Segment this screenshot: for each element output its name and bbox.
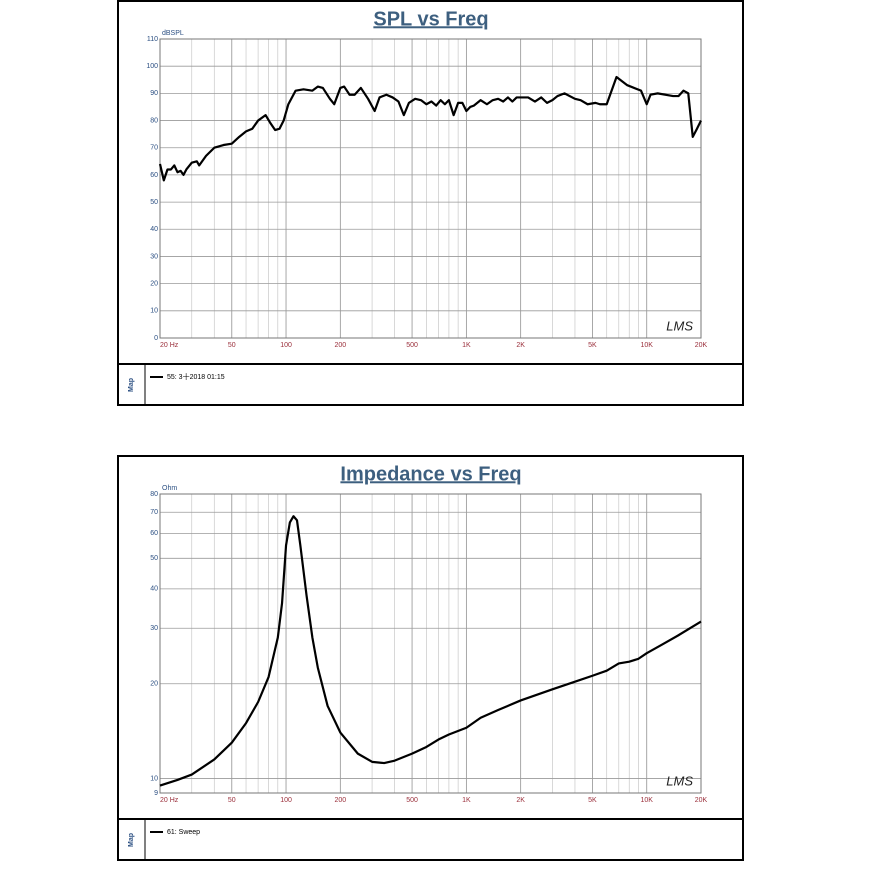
data-line	[159, 515, 702, 787]
legend-label: 61: Sweep	[167, 829, 200, 836]
x-tick-label: 1K	[462, 797, 471, 804]
x-tick-label: 20K	[695, 342, 708, 349]
chart: Impedance vs Freq 20 Hz 50 100 200 500 1K 2K 5K 1…	[117, 455, 744, 861]
x-tick-label: 20 Hz	[160, 342, 179, 349]
y-tick-label: 0	[154, 335, 158, 342]
y-tick-label: 70	[150, 145, 158, 152]
y-tick-label: 20	[150, 280, 158, 287]
y-tick-label: 20	[150, 681, 158, 688]
y-tick-label: 9	[154, 790, 158, 797]
x-tick-label: 50	[228, 797, 236, 804]
watermark: LMS	[666, 773, 693, 788]
y-tick-label: 40	[150, 226, 158, 233]
y-tick-label: 10	[150, 308, 158, 315]
legend-title: Map	[128, 378, 135, 392]
y-tick-label: 110	[147, 36, 158, 43]
x-tick-label: 5K	[588, 797, 597, 804]
x-tick-label: 1K	[462, 342, 471, 349]
y-axis-label: dBSPL	[162, 30, 184, 37]
watermark: LMS	[666, 318, 693, 333]
x-tick-label: 500	[406, 342, 418, 349]
x-tick-label: 10K	[640, 797, 653, 804]
x-tick-label: 5K	[588, 342, 597, 349]
chart: SPL vs Freq 20 Hz 50 100 200 500 1K 2K 5K 10K 20K 0…	[117, 0, 744, 406]
y-tick-label: 70	[150, 509, 158, 516]
plot-area	[160, 39, 701, 338]
x-tick-label: 200	[334, 342, 346, 349]
y-tick-label: 80	[150, 117, 158, 124]
x-tick-label: 20 Hz	[160, 797, 179, 804]
y-tick-label: 40	[150, 586, 158, 593]
y-tick-label: 50	[150, 555, 158, 562]
chart-title: SPL vs Freq	[373, 8, 488, 30]
y-tick-label: 50	[150, 199, 158, 206]
y-tick-label: 30	[150, 253, 158, 260]
y-tick-label: 60	[150, 530, 158, 537]
x-tick-label: 20K	[695, 797, 708, 804]
x-tick-label: 10K	[640, 342, 653, 349]
y-tick-label: 10	[150, 775, 158, 782]
x-tick-label: 2K	[516, 342, 525, 349]
y-tick-label: 90	[150, 90, 158, 97]
y-axis-label: Ohm	[162, 485, 177, 492]
x-tick-label: 100	[280, 797, 292, 804]
y-tick-label: 100	[146, 63, 158, 70]
chart-title: Impedance vs Freq	[340, 463, 521, 485]
x-tick-label: 100	[280, 342, 292, 349]
y-tick-label: 60	[150, 172, 158, 179]
y-tick-label: 80	[150, 491, 158, 498]
data-line	[158, 75, 702, 182]
plot-border	[159, 493, 702, 794]
plot-area	[160, 494, 701, 793]
legend-title: Map	[128, 833, 135, 847]
x-tick-label: 500	[406, 797, 418, 804]
plot-border	[159, 38, 702, 339]
x-tick-label: 50	[228, 342, 236, 349]
y-tick-label: 30	[150, 625, 158, 632]
x-tick-label: 200	[334, 797, 346, 804]
legend-label: 55: 3十2018 01:15	[167, 372, 225, 381]
x-tick-label: 2K	[516, 797, 525, 804]
